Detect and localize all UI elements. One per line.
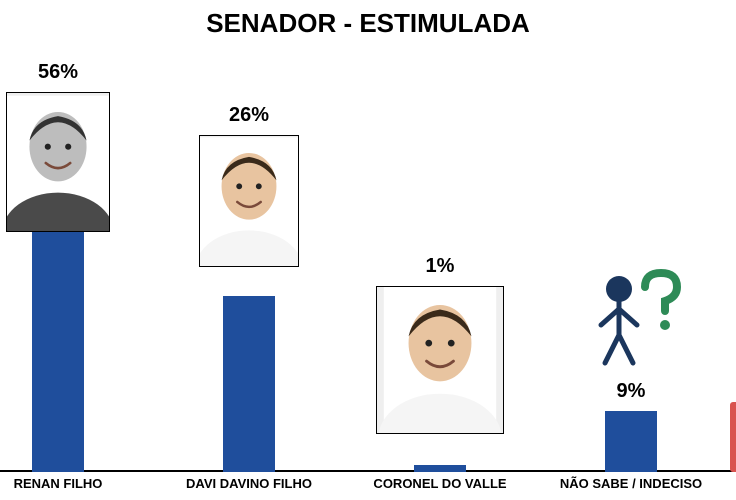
value-label: 1% (426, 255, 455, 278)
partial-offscreen-element (730, 402, 736, 472)
bar (223, 296, 275, 472)
bar (414, 465, 466, 472)
category-labels: RENAN FILHO DAVI DAVINO FILHO CORONEL DO V… (0, 472, 736, 500)
value-label: 56% (38, 61, 78, 84)
value-label: 9% (617, 380, 646, 403)
category-label: DAVI DAVINO FILHO (186, 476, 312, 491)
category-label: CORONEL DO VALLE (373, 476, 506, 491)
undecided-icon (581, 267, 681, 372)
category-label: RENAN FILHO (14, 476, 103, 491)
value-label: 26% (229, 104, 269, 127)
chart-area: 56% 26% 1% 9% (0, 50, 736, 472)
candidate-photo (6, 92, 110, 232)
candidate-photo (199, 135, 299, 267)
category-label: NÃO SABE / INDECISO (560, 476, 702, 491)
bar (605, 411, 657, 472)
chart-title: SENADOR - ESTIMULADA (0, 8, 736, 39)
candidate-photo (376, 286, 504, 434)
